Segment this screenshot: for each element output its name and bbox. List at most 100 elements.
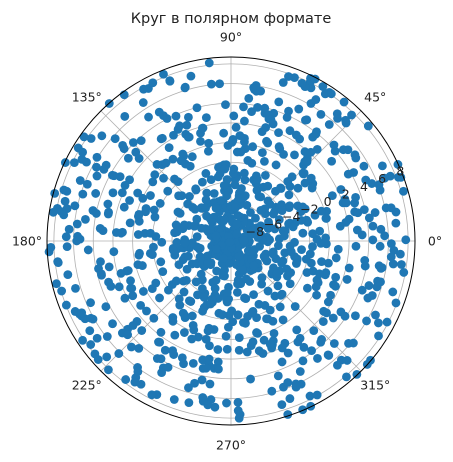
scatter-point xyxy=(128,138,138,147)
scatter-point xyxy=(116,228,126,238)
scatter-point xyxy=(317,257,326,267)
scatter-point xyxy=(95,223,105,233)
scatter-point xyxy=(220,164,230,174)
scatter-point xyxy=(234,413,244,423)
scatter-point xyxy=(170,330,180,340)
scatter-point xyxy=(207,79,216,89)
scatter-point xyxy=(308,242,317,251)
scatter-point xyxy=(252,328,261,337)
scatter-point xyxy=(236,147,246,157)
scatter-point xyxy=(336,185,346,194)
scatter-point xyxy=(315,226,325,236)
scatter-point xyxy=(218,253,228,263)
scatter-point xyxy=(144,112,153,122)
scatter-point xyxy=(274,142,284,152)
scatter-point xyxy=(185,296,194,306)
scatter-point xyxy=(377,263,387,273)
scatter-point xyxy=(126,342,136,352)
scatter-point xyxy=(78,147,88,157)
scatter-point xyxy=(146,191,155,200)
scatter-point xyxy=(251,213,260,223)
scatter-point xyxy=(204,58,214,68)
scatter-point xyxy=(286,268,296,277)
scatter-point xyxy=(149,242,158,252)
scatter-point xyxy=(82,179,92,189)
scatter-point xyxy=(213,172,223,182)
scatter-point xyxy=(395,249,405,259)
scatter-point xyxy=(253,102,262,112)
scatter-point xyxy=(307,346,316,356)
scatter-point xyxy=(263,181,273,191)
scatter-point xyxy=(190,221,199,231)
scatter-point xyxy=(159,173,168,183)
scatter-point xyxy=(246,374,255,384)
scatter-point xyxy=(285,394,295,403)
scatter-point xyxy=(125,196,134,205)
scatter-point xyxy=(91,209,101,218)
scatter-point xyxy=(298,356,308,366)
scatter-point xyxy=(184,398,194,408)
scatter-point xyxy=(86,134,96,143)
scatter-point xyxy=(340,311,350,321)
scatter-point xyxy=(62,242,72,252)
scatter-point xyxy=(197,375,207,385)
scatter-point xyxy=(64,224,74,234)
scatter-point xyxy=(221,331,231,341)
scatter-point xyxy=(327,191,337,201)
scatter-point xyxy=(199,292,209,302)
scatter-point xyxy=(133,230,143,239)
scatter-point xyxy=(401,235,411,245)
scatter-point xyxy=(276,184,286,193)
theta-tick-label: 225° xyxy=(72,378,102,393)
scatter-point xyxy=(61,232,71,242)
scatter-point xyxy=(93,355,103,364)
scatter-point xyxy=(127,283,137,293)
scatter-point xyxy=(192,103,202,113)
scatter-point xyxy=(222,288,232,298)
scatter-point xyxy=(176,156,186,166)
scatter-point xyxy=(351,241,361,251)
scatter-point xyxy=(184,112,193,122)
scatter-point xyxy=(71,284,80,293)
scatter-point xyxy=(318,82,328,91)
scatter-point xyxy=(246,208,255,217)
scatter-point xyxy=(240,293,249,303)
r-tick-label: 6 xyxy=(378,171,386,186)
scatter-point xyxy=(363,121,373,131)
scatter-point xyxy=(300,178,310,188)
scatter-point xyxy=(158,133,167,143)
scatter-point xyxy=(359,205,369,215)
scatter-point xyxy=(233,310,243,320)
scatter-point xyxy=(147,390,157,400)
scatter-point xyxy=(161,158,171,168)
r-tick-label: 4 xyxy=(360,179,368,194)
scatter-point xyxy=(265,235,274,245)
scatter-point xyxy=(268,249,278,259)
scatter-point xyxy=(260,254,270,263)
scatter-point xyxy=(309,326,319,336)
scatter-point xyxy=(283,348,293,358)
scatter-point xyxy=(269,209,278,219)
scatter-point xyxy=(233,279,242,289)
theta-tick-label: 45° xyxy=(364,89,386,104)
scatter-point xyxy=(215,79,225,89)
scatter-point xyxy=(92,171,102,181)
scatter-point xyxy=(263,314,273,324)
scatter-point xyxy=(207,217,217,227)
scatter-point xyxy=(85,326,95,336)
scatter-point xyxy=(294,104,304,114)
scatter-point xyxy=(125,218,135,228)
scatter-point xyxy=(367,179,377,188)
scatter-point xyxy=(240,191,250,201)
scatter-point xyxy=(268,119,278,129)
scatter-point xyxy=(248,337,258,347)
scatter-point xyxy=(148,177,158,187)
scatter-point xyxy=(178,308,188,318)
scatter-point xyxy=(157,368,167,378)
scatter-point xyxy=(315,269,324,279)
scatter-point xyxy=(244,94,254,103)
scatter-point xyxy=(218,310,227,320)
scatter-point xyxy=(285,126,295,136)
scatter-point xyxy=(198,177,207,187)
scatter-point xyxy=(324,258,333,268)
